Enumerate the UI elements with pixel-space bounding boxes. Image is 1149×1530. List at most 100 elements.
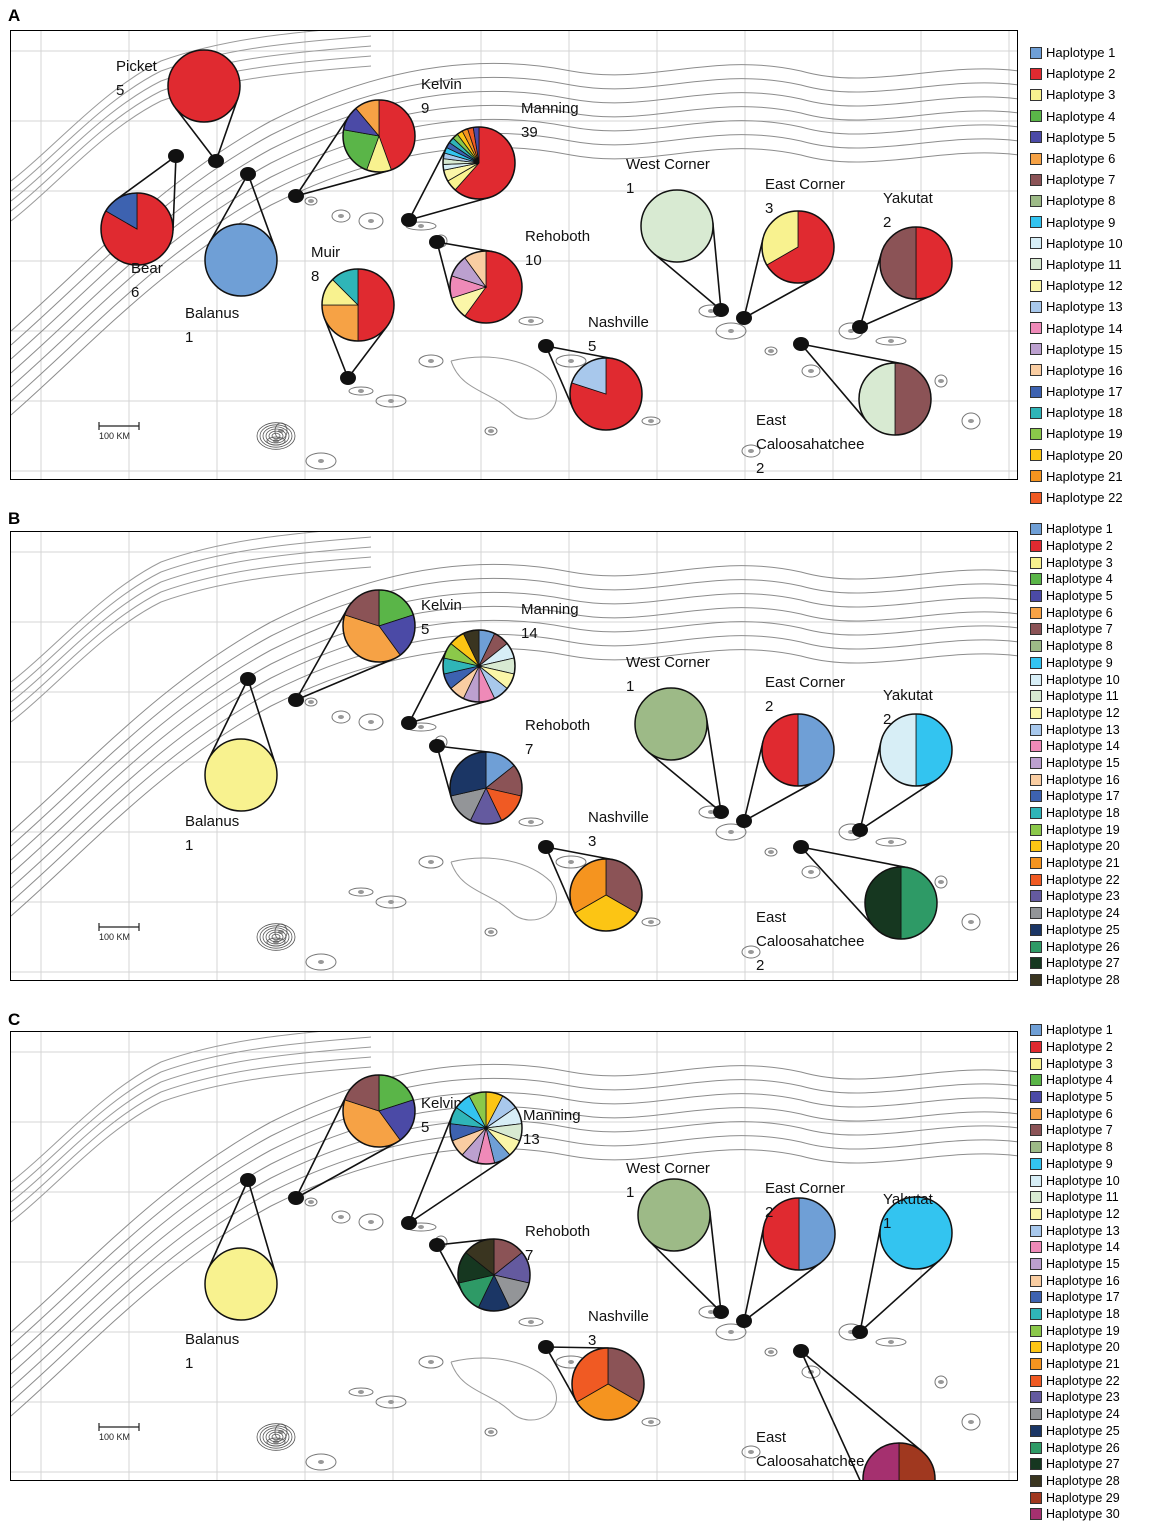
- site-name-label: Caloosahatchee: [756, 933, 864, 950]
- site-name-label: West Corner: [626, 1160, 710, 1177]
- bathymetry-contours: [11, 1032, 1017, 1480]
- legend-swatch: [1030, 723, 1042, 736]
- legend-swatch: [1030, 1074, 1042, 1087]
- scale-bar: 100 KM: [98, 422, 140, 441]
- legend-swatch: [1030, 823, 1042, 836]
- legend-item: Haplotype 17: [1030, 381, 1123, 402]
- connector-line: [408, 196, 489, 221]
- sample-site-marker: [240, 672, 256, 686]
- site-sample-count: 2: [756, 460, 764, 477]
- pie-slice: [167, 49, 241, 123]
- pie-slice: [898, 1442, 936, 1480]
- legend-item: Haplotype 7: [1030, 621, 1120, 638]
- pie-slice: [900, 866, 938, 940]
- legend-item: Haplotype 18: [1030, 805, 1120, 822]
- legend-label: Haplotype 3: [1046, 555, 1113, 570]
- legend-item: Haplotype 10: [1030, 671, 1120, 688]
- site-sample-count: 14: [521, 625, 538, 642]
- legend-swatch: [1030, 491, 1042, 504]
- legend-swatch: [1030, 1141, 1042, 1154]
- pie-outline: [100, 192, 174, 266]
- legend-swatch: [1030, 1474, 1042, 1487]
- sample-site-marker: [538, 840, 554, 854]
- site-name-label: Balanus: [185, 813, 239, 830]
- legend-label: Haplotype 22: [1046, 490, 1123, 506]
- pie-slice: [915, 713, 953, 787]
- site-sample-count: 2: [765, 1204, 773, 1221]
- legend-swatch: [1030, 46, 1042, 59]
- legend-label: Haplotype 13: [1046, 1223, 1120, 1238]
- legend-label: Haplotype 7: [1046, 1123, 1113, 1138]
- site-west-corner: West Corner 1: [626, 654, 729, 819]
- connector-line: [436, 1244, 463, 1293]
- legend-swatch: [1030, 1107, 1042, 1120]
- legend-swatch: [1030, 1024, 1042, 1037]
- legend-swatch: [1030, 773, 1042, 786]
- site-east-caloosahatchee: East Caloosahatchee 2: [756, 337, 932, 477]
- connector-line: [859, 1225, 882, 1333]
- connector-line: [295, 658, 394, 701]
- legend-label: Haplotype 14: [1046, 1240, 1120, 1255]
- legend-swatch: [1030, 449, 1042, 462]
- legend-label: Haplotype 4: [1046, 572, 1113, 587]
- pie-outline: [342, 589, 416, 663]
- legend-label: Haplotype 9: [1046, 214, 1116, 230]
- site-rehoboth: Rehoboth 7: [429, 1223, 590, 1312]
- legend-item: Haplotype 26: [1030, 1439, 1120, 1456]
- legend-swatch: [1030, 807, 1042, 820]
- site-sample-count: 1: [626, 1184, 634, 1201]
- legend-label: Haplotype 30: [1046, 1507, 1120, 1522]
- connector-line: [800, 846, 908, 869]
- legend-swatch: [1030, 1157, 1042, 1170]
- site-name-label: East: [756, 412, 787, 429]
- site-balanus: Balanus 1: [185, 167, 278, 346]
- site-name-label: Rehoboth: [525, 1223, 590, 1240]
- site-name-label: East Corner: [765, 1180, 845, 1197]
- legend-swatch: [1030, 1424, 1042, 1437]
- connector-line: [705, 718, 722, 813]
- connector-line: [408, 699, 489, 724]
- pie-outline: [879, 713, 953, 787]
- legend-swatch: [1030, 1207, 1042, 1220]
- site-picket: Picket 5: [116, 49, 241, 168]
- legend-label: Haplotype 6: [1046, 1106, 1113, 1121]
- legend-panel-c: Haplotype 1 Haplotype 2 Haplotype 3 Haploty…: [1030, 1022, 1120, 1523]
- site-east-caloosahatchee: East Caloosahatchee 2: [756, 1344, 936, 1480]
- legend-item: Haplotype 25: [1030, 922, 1120, 939]
- pie-slice: [204, 738, 278, 812]
- legend-swatch: [1030, 756, 1042, 769]
- pie-slice: [640, 189, 714, 263]
- legend-label: Haplotype 21: [1046, 856, 1120, 871]
- legend-item: Haplotype 7: [1030, 169, 1123, 190]
- pie-slice: [637, 1178, 711, 1252]
- site-sample-count: 1: [185, 837, 193, 854]
- legend-swatch: [1030, 131, 1042, 144]
- site-rehoboth: Rehoboth 10: [429, 228, 590, 324]
- legend-label: Haplotype 26: [1046, 939, 1120, 954]
- site-sample-count: 3: [588, 1332, 596, 1349]
- legend-label: Haplotype 16: [1046, 362, 1123, 378]
- connector-line: [545, 846, 574, 910]
- scale-bar-label: 100 KM: [99, 1432, 130, 1442]
- legend-swatch: [1030, 873, 1042, 886]
- pie-slice: [864, 866, 902, 940]
- legend-label: Haplotype 5: [1046, 129, 1116, 145]
- sample-site-marker: [401, 716, 417, 730]
- sample-site-marker: [852, 1325, 868, 1339]
- legend-swatch: [1030, 1124, 1042, 1137]
- legend-swatch: [1030, 1091, 1042, 1104]
- sample-site-marker: [240, 167, 256, 181]
- legend-swatch: [1030, 656, 1042, 669]
- pie-outline: [858, 362, 932, 436]
- legend-label: Haplotype 28: [1046, 972, 1120, 987]
- site-rehoboth: Rehoboth 7: [429, 717, 590, 825]
- connector-line: [408, 146, 448, 221]
- sample-site-marker: [538, 1340, 554, 1354]
- pie-slice: [798, 1197, 836, 1271]
- legend-swatch: [1030, 1257, 1042, 1270]
- map-panel-b: 100 KM Balanus 1 Kelvin 5 Manning 14 Rehoboth 7 N…: [10, 531, 1018, 981]
- legend-item: Haplotype 25: [1030, 1423, 1120, 1440]
- site-name-label: Yakutat: [883, 190, 934, 207]
- legend-item: Haplotype 7: [1030, 1122, 1120, 1139]
- site-balanus: Balanus 1: [185, 672, 278, 854]
